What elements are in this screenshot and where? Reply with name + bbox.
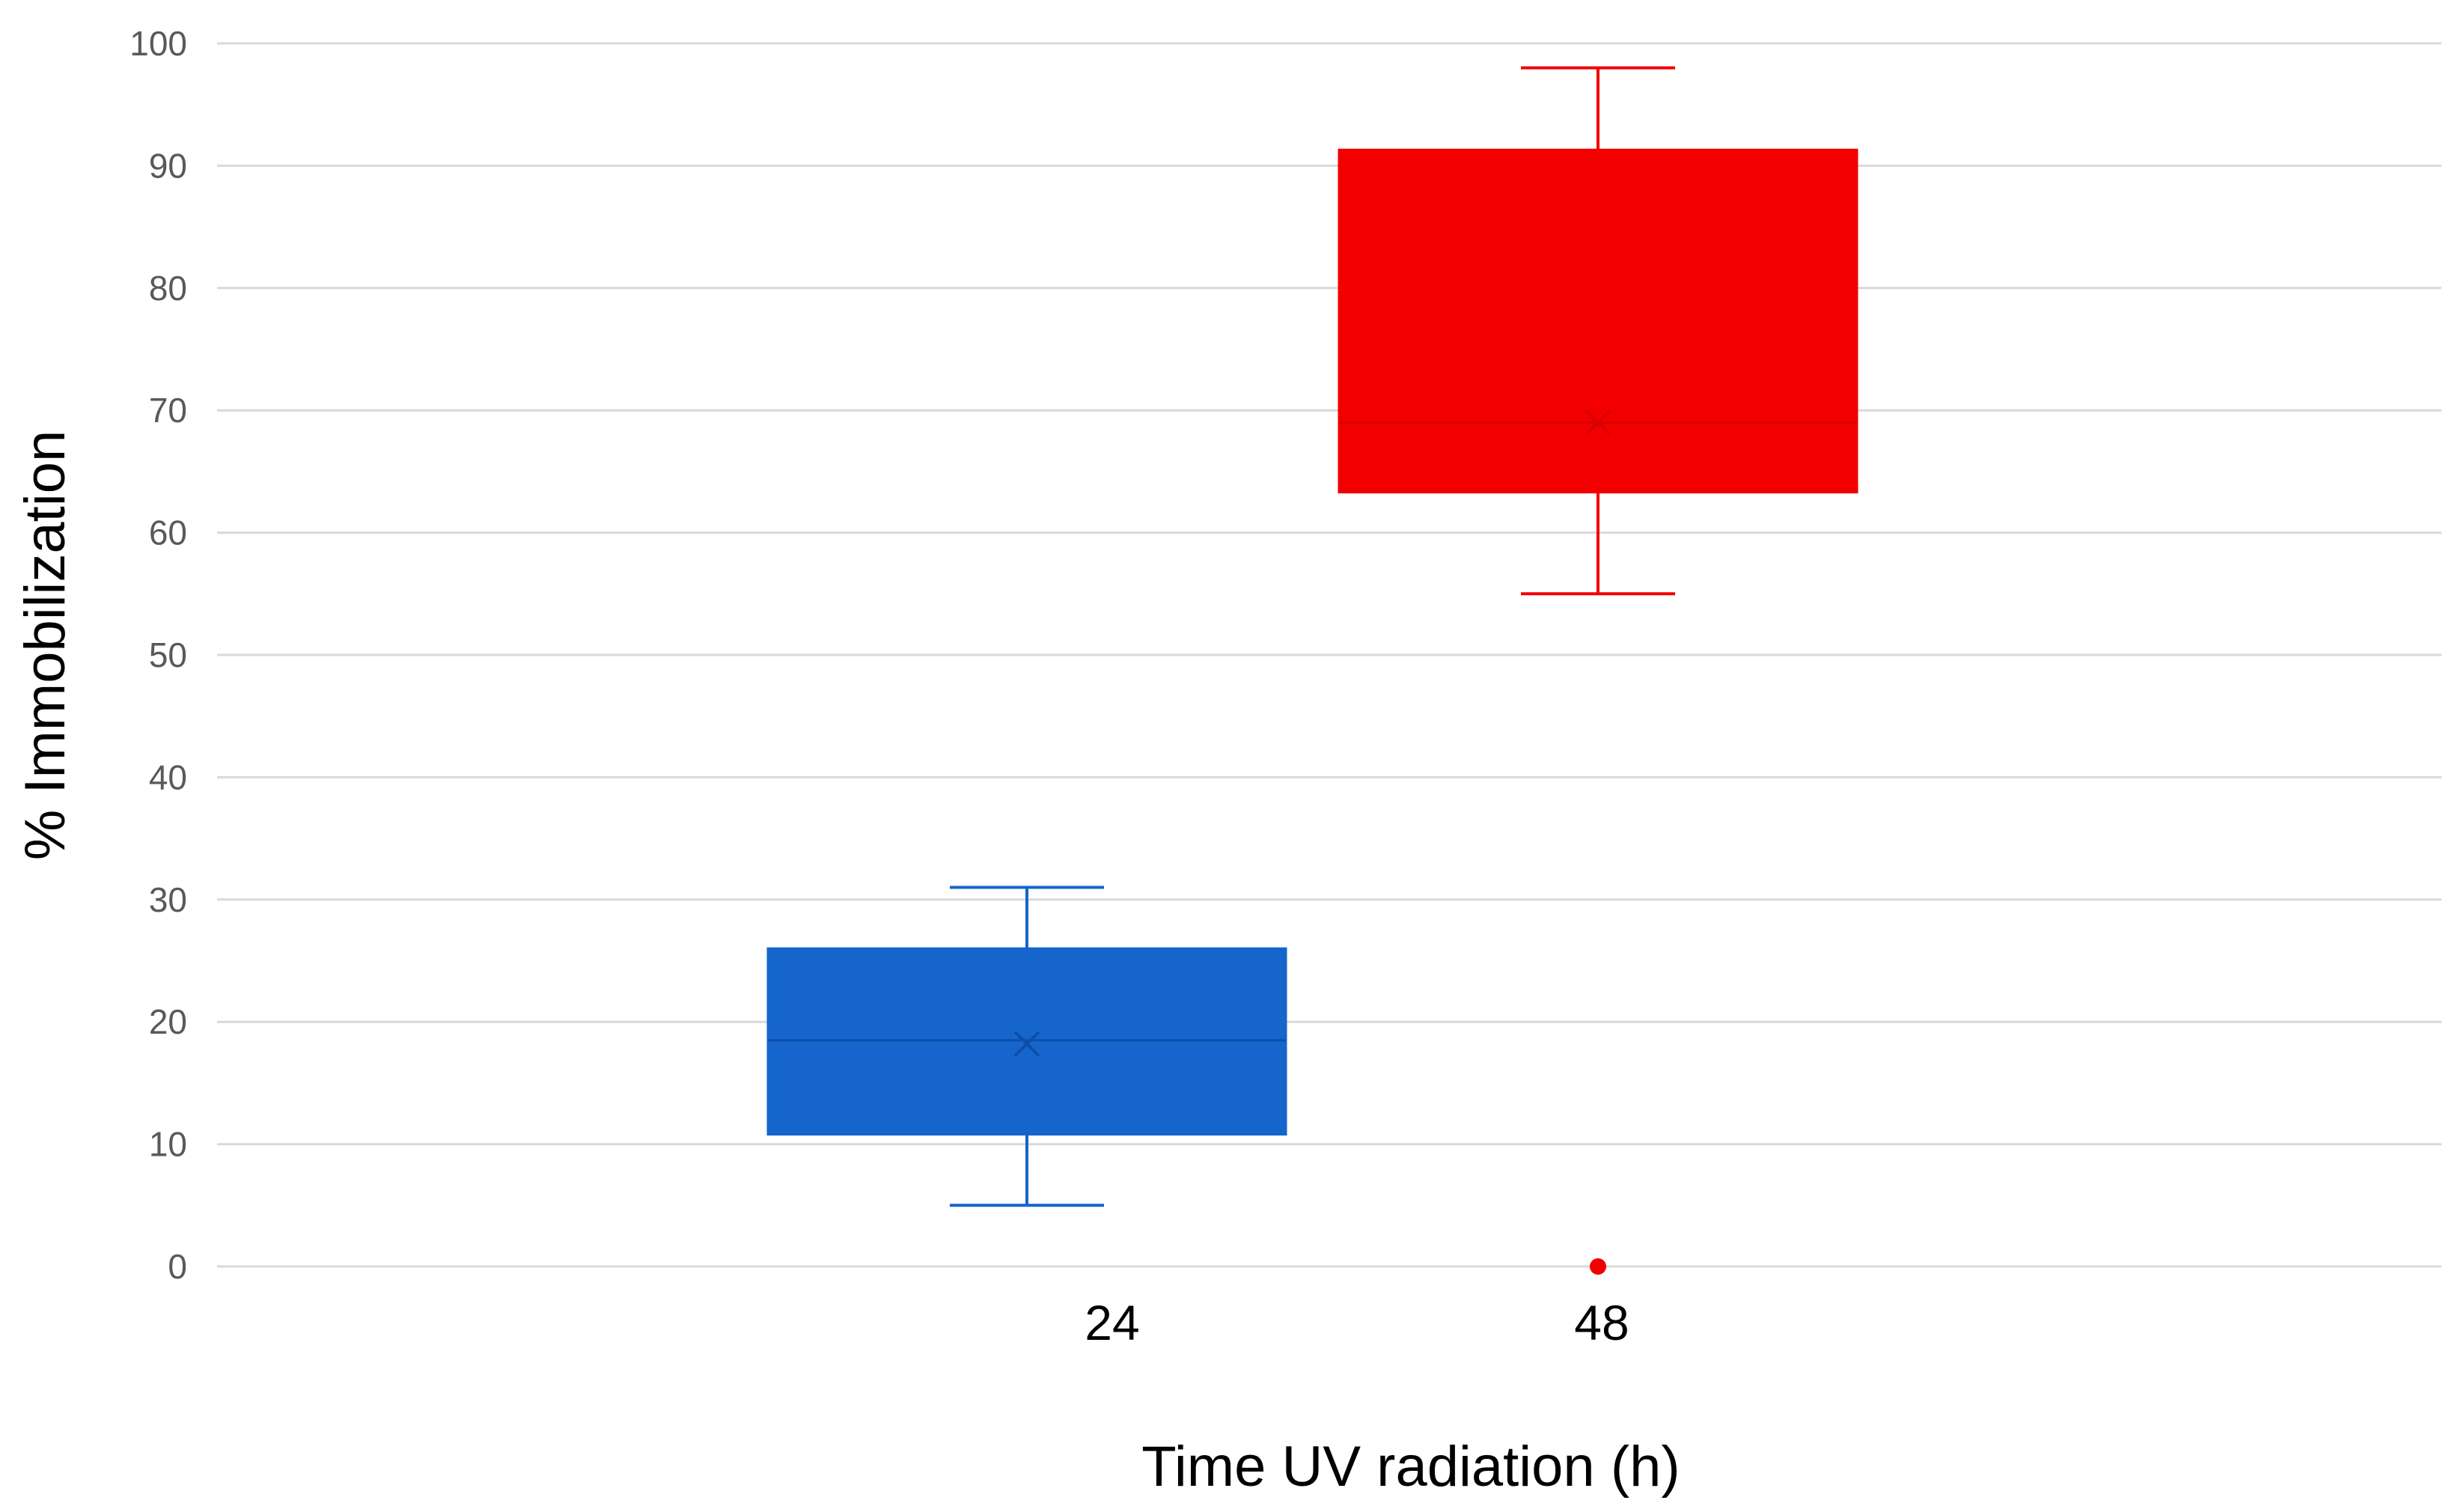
box-series	[766, 66, 1858, 1275]
y-axis-title: % Immobilization	[13, 430, 77, 860]
x-axis-title: Time UV radiation (h)	[1141, 1435, 1680, 1499]
y-tick-label: 40	[149, 757, 187, 796]
y-tick-label: 50	[149, 635, 187, 674]
mean-marker	[1013, 1031, 1040, 1058]
x-axis-tick-labels: 24 48	[1085, 1295, 1629, 1350]
box-iqr	[766, 947, 1287, 1136]
box-24	[766, 885, 1287, 1207]
y-axis-tick-labels: 0 10 20 30 40 50 60 70 80 90 100	[129, 24, 187, 1286]
mean-marker	[1585, 409, 1611, 436]
outlier-point	[1590, 1258, 1606, 1275]
y-tick-label: 70	[149, 391, 187, 430]
y-tick-label: 60	[149, 513, 187, 552]
y-tick-label: 90	[149, 146, 187, 185]
box-iqr	[1338, 148, 1858, 494]
y-tick-label: 30	[149, 880, 187, 919]
gridlines	[217, 42, 2442, 1268]
box-48	[1338, 66, 1858, 1275]
x-tick-label: 24	[1085, 1295, 1139, 1350]
x-tick-label: 48	[1574, 1295, 1629, 1350]
y-tick-label: 20	[149, 1002, 187, 1041]
y-tick-label: 80	[149, 269, 187, 308]
y-tick-label: 100	[129, 24, 187, 63]
y-tick-label: 0	[168, 1247, 187, 1286]
y-tick-label: 10	[149, 1125, 187, 1164]
